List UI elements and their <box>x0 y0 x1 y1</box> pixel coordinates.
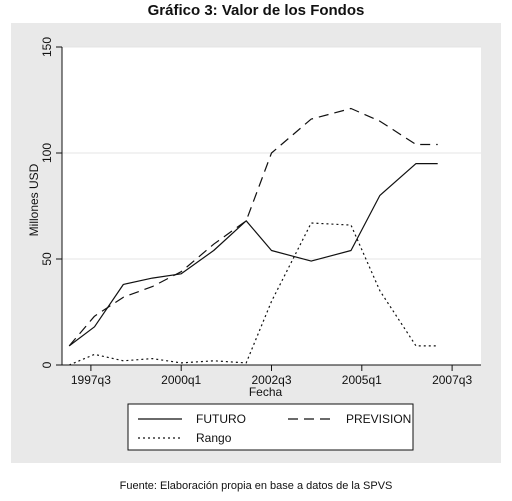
x-tick-label-1: 2000q1 <box>161 373 201 387</box>
y-tick-label-2: 100 <box>40 143 54 163</box>
legend-label-prevision: PREVISION <box>346 412 411 426</box>
y-tick-label-3: 150 <box>40 37 54 57</box>
series-line-rango <box>68 222 438 366</box>
y-tick-label-0: 0 <box>40 361 54 368</box>
plot-area <box>62 47 481 365</box>
y-tick-label-1: 50 <box>40 252 54 266</box>
legend-label-futuro: FUTURO <box>196 412 246 426</box>
source-note: Fuente: Elaboración propia en base a dat… <box>119 480 393 492</box>
x-tick-label-0: 1997q3 <box>71 373 111 387</box>
figure-title: Gráfico 3: Valor de los Fondos <box>147 2 365 19</box>
legend-label-rango: Rango <box>196 431 232 445</box>
legend-box <box>127 403 414 451</box>
x-tick-label-3: 2005q1 <box>342 373 382 387</box>
x-tick-label-4: 2007q3 <box>432 373 472 387</box>
x-axis-title: Fecha <box>249 385 283 399</box>
series-line-prevision <box>68 107 438 347</box>
series-line-futuro <box>68 163 438 347</box>
x-tick-label-2: 2002q3 <box>251 373 291 387</box>
y-axis-title: Millones USD <box>27 163 41 236</box>
